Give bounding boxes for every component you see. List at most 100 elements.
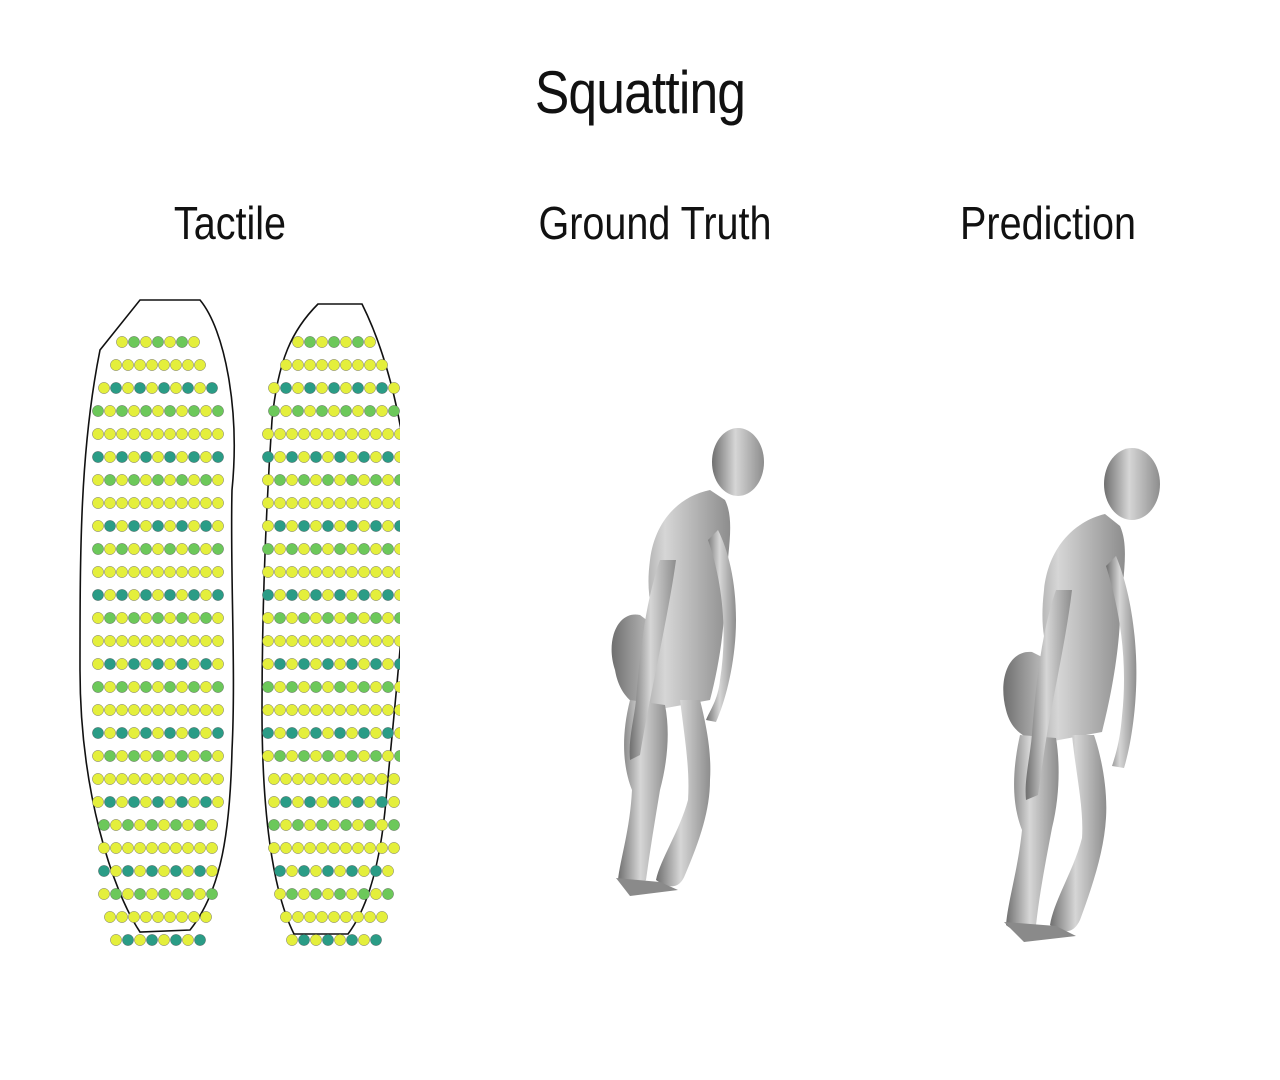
sensor-dot <box>104 704 116 716</box>
sensor-dot <box>164 612 176 624</box>
left-insole-sensors <box>92 336 224 992</box>
sensor-dot <box>310 635 322 647</box>
sensor-dot <box>194 865 206 877</box>
sensor-dot <box>358 934 370 946</box>
sensor-dot <box>346 681 358 693</box>
sensor-dot <box>92 635 104 647</box>
sensor-dot <box>280 842 292 854</box>
sensor-dot <box>280 911 292 923</box>
sensor-dot <box>152 727 164 739</box>
sensor-dot <box>286 934 298 946</box>
sensor-dot <box>292 382 304 394</box>
sensor-dot <box>176 911 188 923</box>
feet <box>1004 922 1076 942</box>
sensor-dot <box>200 566 212 578</box>
sensor-dot <box>352 773 364 785</box>
sensor-dot <box>182 865 194 877</box>
sensor-dot <box>200 474 212 486</box>
sensor-dot <box>104 497 116 509</box>
sensor-dot <box>358 474 370 486</box>
sensor-dot <box>200 796 212 808</box>
sensor-dot <box>322 566 334 578</box>
sensor-dot <box>176 543 188 555</box>
sensor-dot <box>212 635 224 647</box>
sensor-dot <box>140 911 152 923</box>
sensor-dot <box>358 566 370 578</box>
sensor-dot <box>164 589 176 601</box>
sensor-dot <box>104 405 116 417</box>
sensor-dot <box>200 405 212 417</box>
sensor-dot <box>370 681 382 693</box>
sensor-dot <box>188 911 200 923</box>
sensor-dot <box>92 727 104 739</box>
sensor-dot <box>188 635 200 647</box>
left-arm <box>1025 590 1072 800</box>
sensor-dot <box>212 428 224 440</box>
sensor-dot <box>304 773 316 785</box>
sensor-dot <box>104 451 116 463</box>
sensor-dot <box>188 336 200 348</box>
sensor-dot <box>382 589 394 601</box>
sensor-dot <box>122 888 134 900</box>
sensor-dot <box>92 566 104 578</box>
sensor-dot <box>128 704 140 716</box>
sensor-dot <box>164 520 176 532</box>
sensor-dot <box>152 428 164 440</box>
sensor-dot <box>286 451 298 463</box>
sensor-dot <box>340 336 352 348</box>
sensor-dot <box>310 750 322 762</box>
sensor-dot <box>116 497 128 509</box>
sensor-dot <box>140 681 152 693</box>
sensor-dot <box>334 520 346 532</box>
sensor-dot <box>298 888 310 900</box>
sensor-dot <box>116 589 128 601</box>
sensor-dot <box>376 796 388 808</box>
sensor-dot <box>206 819 218 831</box>
sensor-dot <box>310 681 322 693</box>
sensor-dot <box>352 819 364 831</box>
sensor-dot <box>370 704 382 716</box>
sensor-dot <box>370 888 382 900</box>
sensor-dot <box>134 934 146 946</box>
sensor-dot <box>382 635 394 647</box>
sensor-dot <box>164 727 176 739</box>
sensor-dot <box>370 497 382 509</box>
sensor-dot <box>182 888 194 900</box>
left-arm <box>629 560 676 760</box>
sensor-dot <box>274 704 286 716</box>
sensor-dot <box>370 566 382 578</box>
sensor-dot <box>188 497 200 509</box>
sensor-dot <box>182 934 194 946</box>
sensor-dot <box>134 359 146 371</box>
sensor-dot <box>262 543 274 555</box>
sensor-dot <box>146 819 158 831</box>
sensor-dot <box>322 451 334 463</box>
sensor-dot <box>104 520 116 532</box>
sensor-dot <box>274 612 286 624</box>
sensor-dot <box>364 359 376 371</box>
sensor-dot <box>140 589 152 601</box>
sensor-dot <box>286 750 298 762</box>
sensor-dot <box>352 382 364 394</box>
sensor-dot <box>176 727 188 739</box>
right-arm <box>706 530 736 722</box>
sensor-dot <box>334 474 346 486</box>
sensor-dot <box>346 520 358 532</box>
sensor-dot <box>298 474 310 486</box>
sensor-dot <box>110 888 122 900</box>
sensor-dot <box>116 773 128 785</box>
sensor-dot <box>140 543 152 555</box>
sensor-dot <box>388 405 400 417</box>
sensor-dot <box>176 497 188 509</box>
sensor-dot <box>164 635 176 647</box>
sensor-dot <box>376 911 388 923</box>
sensor-dot <box>310 451 322 463</box>
sensor-dot <box>212 612 224 624</box>
sensor-dot <box>274 888 286 900</box>
insole-svg <box>79 299 409 992</box>
sensor-dot <box>334 865 346 877</box>
sensor-dot <box>188 681 200 693</box>
sensor-dot <box>92 543 104 555</box>
sensor-dot <box>316 773 328 785</box>
sensor-dot <box>134 865 146 877</box>
